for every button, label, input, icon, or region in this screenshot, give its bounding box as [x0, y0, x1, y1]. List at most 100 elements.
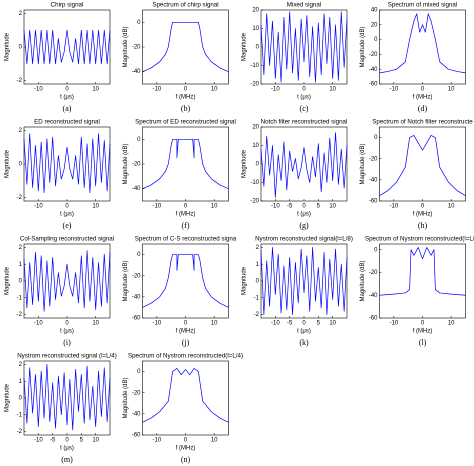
- y-tick-label: -40: [369, 177, 378, 183]
- y-tick-label: -60: [132, 316, 141, 322]
- plot-area: [260, 243, 348, 319]
- y-tick-label: -1: [17, 295, 23, 301]
- x-tick-label: -10: [152, 321, 161, 327]
- y-tick-label: 2: [256, 245, 260, 251]
- signal-line: [379, 13, 466, 74]
- y-tick-label: -2: [254, 312, 260, 318]
- x-axis-label: f (MHz): [413, 329, 433, 335]
- chart-title: Spectrum of Nystrom reconstructed(l=L/4): [128, 353, 243, 360]
- x-tick-label: 0: [302, 87, 306, 93]
- y-tick-label: -20: [250, 82, 259, 88]
- x-tick-label: 10: [92, 438, 99, 444]
- chart-title: Spectrum of C-S reconstructed signa: [135, 236, 237, 243]
- caption: (l): [419, 338, 427, 347]
- y-tick-label: 20: [252, 8, 259, 14]
- caption: (i): [63, 338, 71, 347]
- caption: (c): [300, 104, 309, 113]
- caption: (b): [181, 104, 191, 113]
- chart-title: Spectrum of chirp signal: [152, 2, 218, 9]
- x-tick-label: 5: [317, 204, 321, 210]
- y-axis-label: Magnitude: [5, 383, 11, 412]
- plot-area: [379, 9, 466, 85]
- signal-line: [260, 132, 348, 198]
- y-tick-label: 0: [137, 20, 141, 26]
- caption: (k): [299, 338, 309, 347]
- chart-title: Spectrum of Nystrom reconstructed(l=L/8): [365, 236, 474, 243]
- chart-title: ED reconstructed signal: [34, 119, 100, 126]
- x-tick-label: 0: [65, 87, 69, 93]
- x-tick-label: 0: [302, 204, 306, 210]
- caption: (e): [63, 221, 72, 230]
- signal-line: [142, 254, 229, 308]
- x-tick-label: 0: [65, 321, 69, 327]
- x-axis-label: f (MHz): [413, 95, 433, 101]
- y-axis-label: Magnitude (dB): [123, 143, 129, 184]
- x-tick-label: 10: [448, 87, 455, 93]
- x-tick-label: -10: [152, 204, 161, 210]
- y-tick-label: 20: [371, 22, 378, 28]
- signal-line: [142, 138, 229, 189]
- y-tick-label: -2: [17, 78, 23, 84]
- y-tick-label: 40: [371, 8, 378, 14]
- x-tick-label: 0: [421, 321, 425, 327]
- caption: (h): [418, 221, 428, 230]
- signal-line: [379, 247, 466, 296]
- x-tick-label: 10: [211, 438, 218, 444]
- y-tick-label: 0: [137, 252, 141, 258]
- caption: (d): [418, 104, 428, 113]
- y-axis-label: Magnitude (dB): [360, 143, 366, 184]
- y-tick-label: -10: [250, 180, 259, 186]
- x-tick-label: 5: [317, 321, 321, 327]
- signal-line: [142, 21, 229, 72]
- x-tick-label: 10: [92, 87, 99, 93]
- x-tick-label: -10: [389, 87, 398, 93]
- x-axis-label: f (MHz): [176, 446, 196, 452]
- y-tick-label: 0: [137, 137, 141, 143]
- x-tick-label: 0: [302, 321, 306, 327]
- x-axis-label: f (MHz): [413, 212, 433, 218]
- x-tick-label: -10: [152, 438, 161, 444]
- x-tick-label: 0: [184, 438, 188, 444]
- y-axis-label: Magnitude: [5, 32, 11, 61]
- y-tick-label: -40: [132, 294, 141, 300]
- x-tick-label: -10: [152, 87, 161, 93]
- y-tick-label: 0: [19, 45, 23, 51]
- plot-area: [260, 126, 348, 202]
- x-tick-label: 10: [329, 204, 336, 210]
- chart-title: Nystrom reconstructed signal(l=L/8): [255, 236, 353, 243]
- chart-title: Mixed signal: [287, 2, 321, 9]
- y-tick-label: 0: [19, 279, 23, 285]
- x-tick-label: -10: [34, 321, 43, 327]
- caption: (m): [61, 455, 73, 464]
- plot-area: [142, 9, 229, 85]
- y-tick-label: -20: [132, 273, 141, 279]
- x-axis-label: t (μs): [297, 212, 311, 218]
- signal-line: [260, 247, 348, 315]
- x-tick-label: -5: [50, 438, 56, 444]
- y-axis-label: Magnitude: [5, 266, 11, 295]
- x-tick-label: 10: [448, 204, 455, 210]
- y-tick-label: 0: [256, 279, 260, 285]
- x-tick-label: 10: [92, 321, 99, 327]
- x-tick-label: -10: [271, 204, 280, 210]
- signal-line: [23, 29, 111, 65]
- caption: (a): [63, 104, 72, 113]
- y-tick-label: -40: [132, 411, 141, 417]
- y-tick-label: -10: [250, 63, 259, 69]
- x-tick-label: 10: [211, 204, 218, 210]
- x-tick-label: 0: [184, 321, 188, 327]
- x-tick-label: 10: [448, 321, 455, 327]
- plot-area: [142, 360, 229, 436]
- y-tick-label: 0: [256, 162, 260, 168]
- chart-title: Col-Sampling reconstructed signal: [20, 236, 114, 243]
- x-axis-label: t (μs): [297, 95, 311, 101]
- x-tick-label: 0: [65, 438, 69, 444]
- x-axis-label: t (μs): [60, 95, 74, 101]
- y-axis-label: Magnitude (dB): [360, 26, 366, 67]
- y-axis-label: Magnitude: [5, 149, 11, 178]
- x-axis-label: t (μs): [60, 212, 74, 218]
- x-tick-label: -10: [389, 321, 398, 327]
- y-tick-label: -1: [17, 412, 23, 418]
- x-tick-label: 0: [184, 87, 188, 93]
